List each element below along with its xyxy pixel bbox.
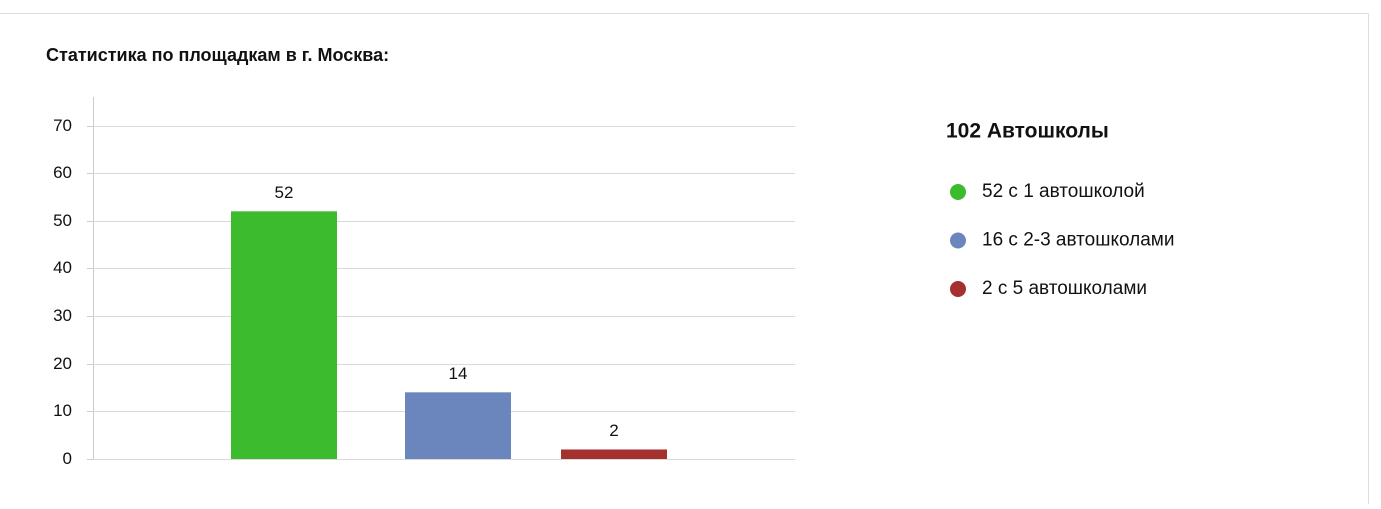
data-label: 2 — [609, 421, 618, 440]
legend-swatch — [950, 184, 966, 200]
y-tick-label: 40 — [53, 258, 72, 277]
bar — [561, 449, 667, 459]
legend-swatch — [950, 281, 966, 297]
legend-swatch — [950, 232, 966, 249]
legend-label: 16 с 2-3 автошколами — [982, 230, 1174, 251]
legend-label: 52 с 1 автошколой — [982, 181, 1145, 202]
y-tick-label: 20 — [53, 354, 72, 373]
y-tick-label: 50 — [53, 211, 72, 230]
y-tick-label: 60 — [53, 163, 72, 182]
y-tick-label: 10 — [53, 401, 72, 420]
y-tick-label: 30 — [53, 306, 72, 325]
data-label: 52 — [275, 183, 294, 202]
bar — [405, 392, 511, 459]
y-tick-label: 0 — [63, 449, 72, 468]
legend-title: 102 Автошколы — [946, 120, 1109, 143]
bar — [231, 211, 337, 459]
data-label: 14 — [449, 364, 468, 383]
chart-title: Статистика по площадкам в г. Москва: — [46, 45, 389, 65]
y-tick-label: 70 — [53, 116, 72, 135]
legend-label: 2 с 5 автошколами — [982, 278, 1147, 299]
